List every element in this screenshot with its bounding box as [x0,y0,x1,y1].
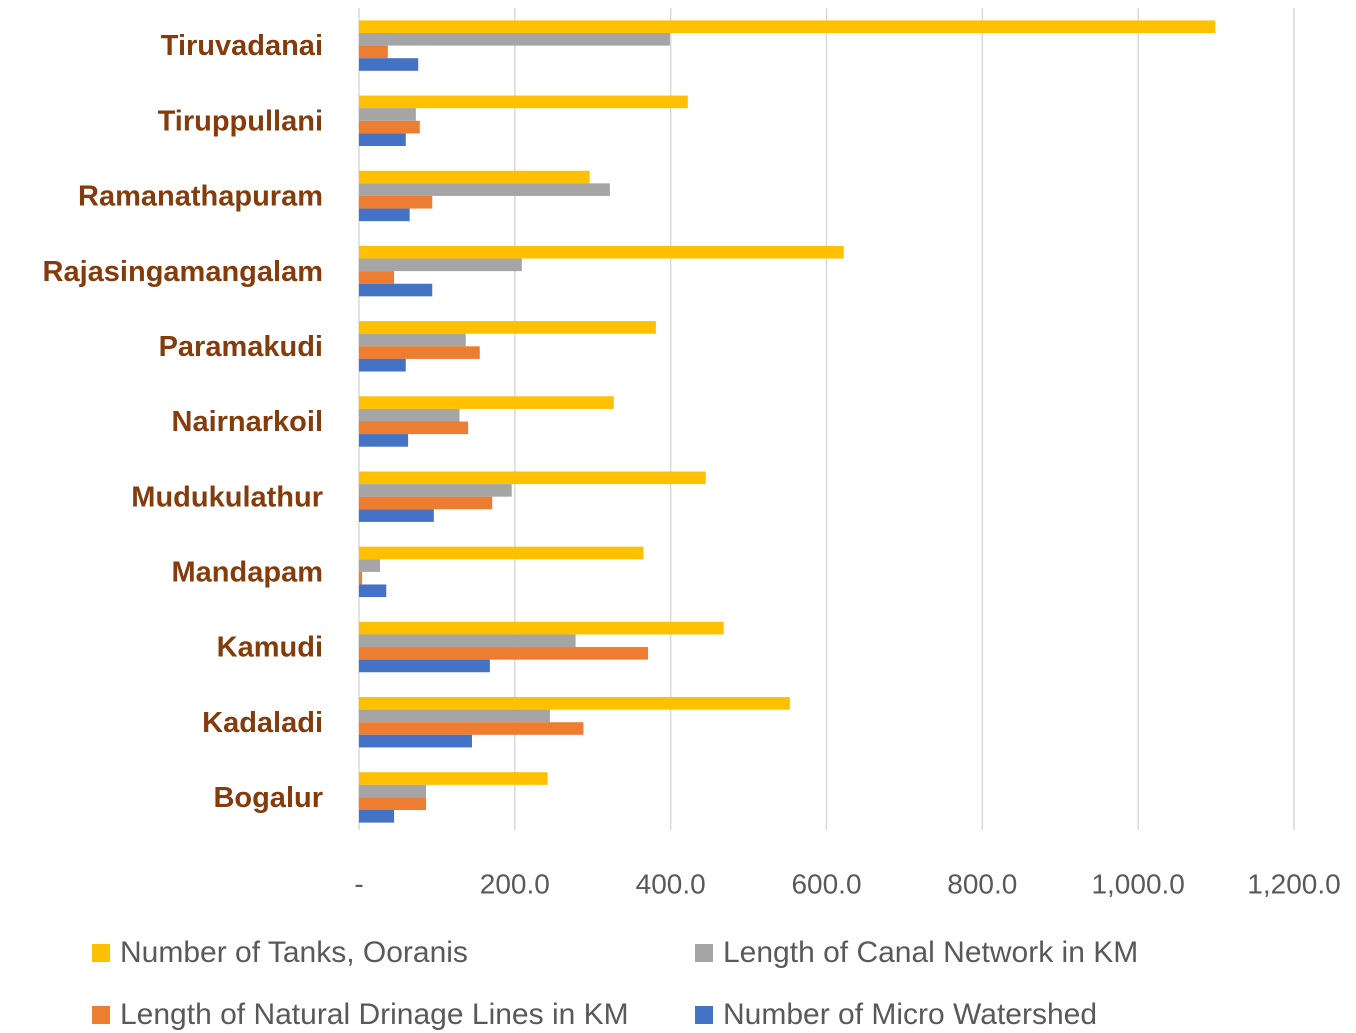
bar [359,283,433,297]
x-tick-label: 200.0 [480,868,550,899]
legend-swatch [695,944,713,962]
bar [359,333,466,347]
bar [359,346,480,359]
bar [359,421,469,435]
bar [359,496,493,510]
bar [359,408,460,422]
bar [359,772,548,785]
y-tick-label: Bogalur [213,782,323,814]
legend-label: Number of Tanks, Ooranis [120,936,468,969]
bar [359,484,512,497]
bar [359,245,844,259]
y-tick-label: Tiruppullani [158,105,323,137]
y-tick-label: Mudukulathur [131,481,323,513]
bar [359,634,576,648]
bar [359,396,614,409]
bar [359,471,706,485]
x-tick-label: 800.0 [947,868,1017,899]
legend-swatch [695,1006,713,1024]
bar [359,509,434,522]
bar [359,810,395,823]
bar [359,546,644,560]
bar [359,722,584,735]
x-tick-label: 400.0 [636,868,706,899]
bar [359,95,688,109]
y-tick-label: Mandapam [172,557,323,589]
x-tick-label: 1,200.0 [1247,868,1340,899]
legend-label: Length of Natural Drinage Lines in KM [120,998,629,1031]
bar [359,58,419,71]
bar [359,697,790,710]
bar [359,120,420,134]
bar [359,647,649,660]
bar [359,271,395,284]
legend-label: Length of Canal Network in KM [723,936,1138,969]
legend-swatch [92,944,110,962]
bar [359,621,724,635]
bar [359,584,387,598]
bar [359,183,610,196]
x-tick-label: 1,000.0 [1091,868,1184,899]
bar [359,20,1216,33]
bar [359,195,433,209]
bar [359,32,670,46]
bar [359,559,381,572]
y-tick-label: Ramanathapuram [78,181,323,213]
bar [359,358,406,372]
y-tick-label: Rajasingamangalam [43,256,323,288]
y-tick-label: Nairnarkoil [172,406,324,438]
x-tick-label: - [354,868,363,899]
bar [359,258,522,272]
bar [359,571,363,585]
bar [359,45,388,59]
bar [359,784,427,798]
y-tick-label: Kamudi [217,632,323,664]
bar [359,170,590,184]
y-tick-label: Kadaladi [202,707,323,739]
legend-swatch [92,1006,110,1024]
legend-label: Number of Micro Watershed [723,998,1097,1031]
bar [359,321,656,334]
bar [359,133,406,146]
bar [359,434,409,447]
bar [359,659,490,673]
bar [359,709,550,723]
y-tick-label: Paramakudi [159,331,323,363]
bar [359,734,472,748]
x-tick-label: 600.0 [791,868,861,899]
bar [359,208,410,222]
bar [359,797,427,811]
y-tick-label: Tiruvadanai [161,30,323,62]
bar [359,108,416,121]
